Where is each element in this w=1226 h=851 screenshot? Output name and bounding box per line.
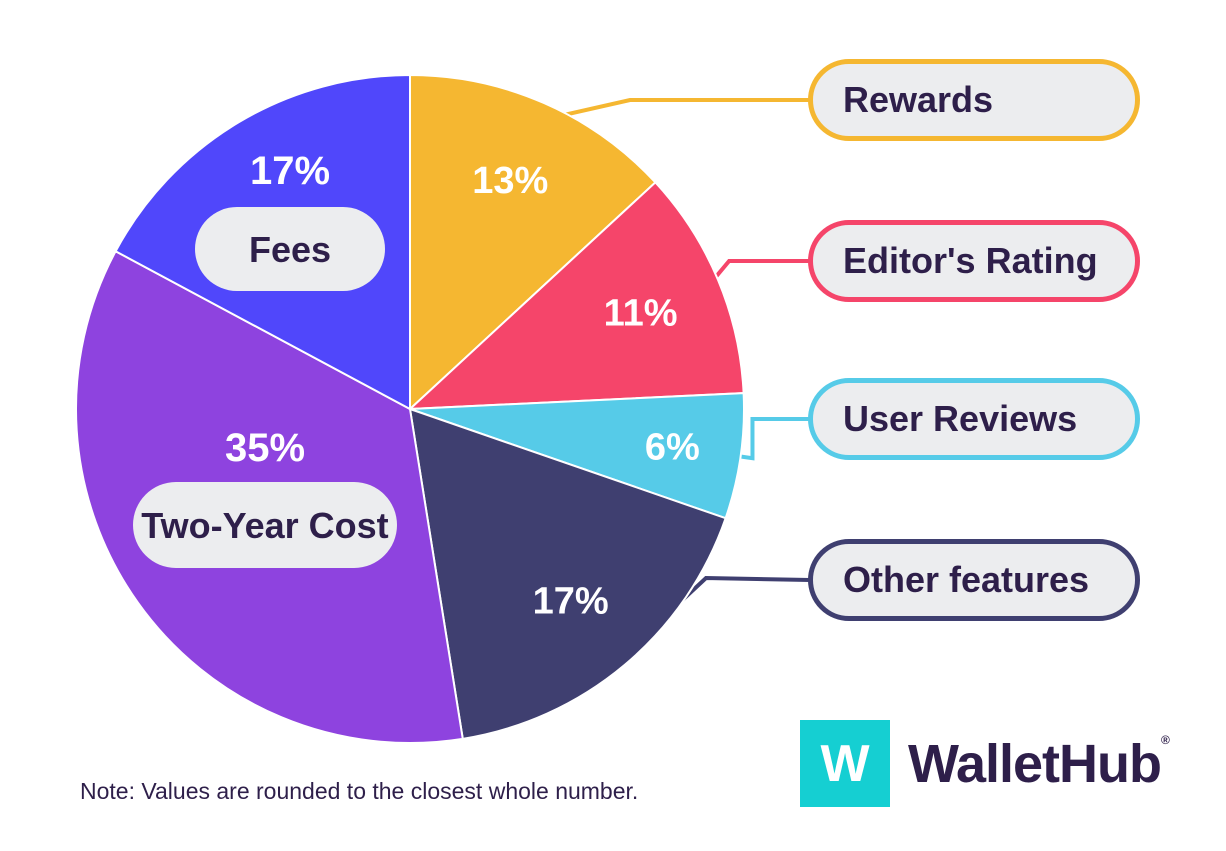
brand-name: WalletHub: [908, 734, 1162, 794]
value-label-fees: 17%: [250, 149, 330, 193]
inline-pill-fees: [195, 207, 385, 291]
value-label-rewards: 13%: [472, 160, 548, 202]
legend-pill-rewards: Rewards: [808, 59, 1140, 141]
leader-line-rewards: [535, 98, 810, 124]
legend-pill-user-reviews: User Reviews: [808, 378, 1140, 460]
registered-mark: ®: [1160, 733, 1170, 747]
inline-pill-two-year-cost: [133, 482, 397, 568]
footnote: Note: Values are rounded to the closest …: [80, 778, 639, 804]
value-label-editor-s-rating: 11%: [604, 292, 678, 334]
inline-label-two-year-cost: Two-Year Cost: [141, 505, 388, 546]
legend-pill-other-features: Other features: [808, 539, 1140, 621]
leader-line-editor-s-rating: [709, 259, 810, 285]
legend-label-other-features: Other features: [843, 559, 1090, 600]
pie-slice-rewards: [409, 73, 657, 412]
pie-slice-editor-s-rating: [407, 180, 745, 411]
wallethub-logo-icon: W: [800, 720, 890, 807]
legend-label-editor-s-rating: Editor's Rating: [843, 240, 1098, 281]
inline-label-fees: Fees: [249, 229, 331, 270]
value-label-user-reviews: 6%: [645, 427, 700, 469]
pie-slice-user-reviews: [409, 392, 745, 520]
leader-line-user-reviews: [732, 417, 810, 461]
legend-pill-editor-s-rating: Editor's Rating: [808, 220, 1140, 302]
slice-labels: 13% 11% 6% 17% 35% Two-Year Cost 17% Fees: [133, 149, 700, 623]
value-label-two-year-cost: 35%: [225, 426, 305, 470]
legend-label-rewards: Rewards: [843, 79, 994, 120]
legend-label-user-reviews: User Reviews: [843, 398, 1078, 439]
pie-slice-other-features: [408, 407, 727, 740]
value-label-other-features: 17%: [533, 581, 609, 623]
wallethub-wordmark: WalletHub®: [908, 733, 1170, 795]
slices: [75, 73, 745, 744]
